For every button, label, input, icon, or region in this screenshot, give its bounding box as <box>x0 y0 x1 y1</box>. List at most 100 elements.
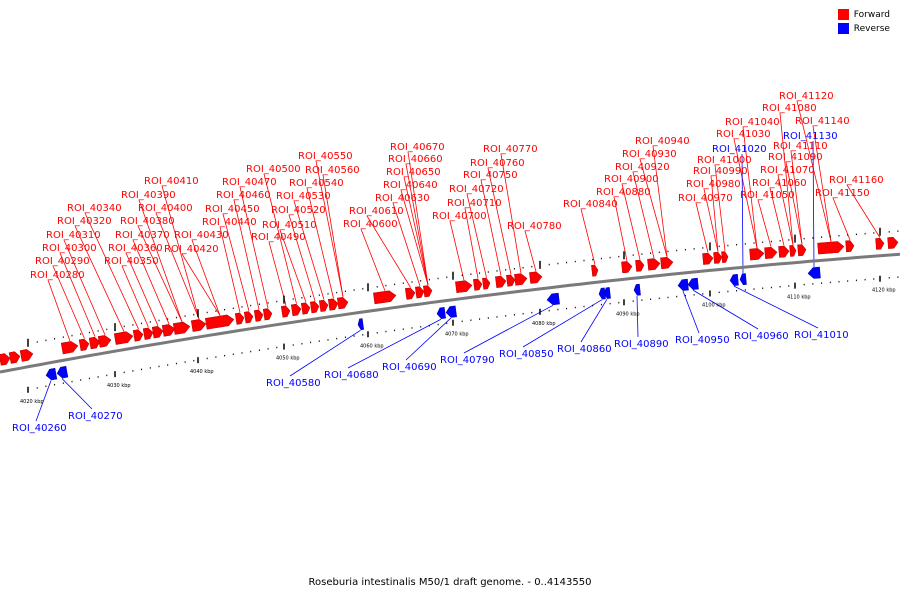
forward-gene-label[interactable]: ROI_41150 <box>815 188 870 199</box>
reverse-gene-label[interactable]: ROI_41010 <box>794 330 849 341</box>
reverse-gene-label[interactable]: ROI_40580 <box>266 378 321 389</box>
forward-gene-label[interactable]: ROI_40460 <box>216 190 271 201</box>
forward-gene-arrow <box>817 241 845 255</box>
forward-gene-label[interactable]: ROI_40470 <box>222 177 277 188</box>
reverse-leader-line <box>405 317 452 361</box>
forward-gene-label[interactable]: ROI_40490 <box>251 232 306 243</box>
forward-gene-label[interactable]: ROI_40700 <box>432 211 487 222</box>
forward-gene-label[interactable]: ROI_40600 <box>343 219 398 230</box>
forward-gene-label[interactable]: ROI_40320 <box>57 216 112 227</box>
forward-gene-label[interactable]: ROI_40350 <box>104 256 159 267</box>
minor-tick <box>327 339 329 341</box>
reverse-gene-label[interactable]: ROI_40260 <box>12 423 67 434</box>
forward-leader-line <box>137 225 183 322</box>
reverse-gene-label[interactable]: ROI_41130 <box>783 131 838 142</box>
forward-gene-label[interactable]: ROI_40410 <box>144 176 199 187</box>
forward-gene-label[interactable]: ROI_40660 <box>388 154 443 165</box>
forward-gene-label[interactable]: ROI_40840 <box>563 199 618 210</box>
forward-gene-label[interactable]: ROI_40930 <box>622 149 677 160</box>
forward-gene-label[interactable]: ROI_40970 <box>678 193 733 204</box>
forward-gene-label[interactable]: ROI_41050 <box>740 190 795 201</box>
forward-gene-label[interactable]: ROI_40450 <box>205 204 260 215</box>
forward-gene-label[interactable]: ROI_40280 <box>30 270 85 281</box>
forward-gene-label[interactable]: ROI_40760 <box>470 158 525 169</box>
forward-gene-label[interactable]: ROI_40340 <box>67 203 122 214</box>
forward-gene-label[interactable]: ROI_40610 <box>349 206 404 217</box>
forward-leader-line <box>366 215 411 288</box>
forward-gene-label[interactable]: ROI_40520 <box>271 205 326 216</box>
reverse-gene-label[interactable]: ROI_40960 <box>734 331 789 342</box>
forward-gene-label[interactable]: ROI_40400 <box>138 203 193 214</box>
reverse-gene-label[interactable]: ROI_40270 <box>68 411 123 422</box>
minor-tick <box>132 324 134 326</box>
reverse-gene-label[interactable]: ROI_40950 <box>675 335 730 346</box>
forward-gene-label[interactable]: ROI_40900 <box>604 174 659 185</box>
minor-tick <box>420 280 422 282</box>
forward-gene-label[interactable]: ROI_40750 <box>463 170 518 181</box>
forward-gene-label[interactable]: ROI_40290 <box>35 256 90 267</box>
forward-gene-label[interactable]: ROI_40920 <box>615 162 670 173</box>
forward-gene-label[interactable]: ROI_40650 <box>386 167 441 178</box>
forward-gene-label[interactable]: ROI_41000 <box>697 155 752 166</box>
forward-gene-label[interactable]: ROI_40360 <box>108 243 163 254</box>
forward-gene-label[interactable]: ROI_40430 <box>174 230 229 241</box>
minor-tick <box>362 288 364 290</box>
forward-leader-line <box>181 253 221 316</box>
forward-gene-label[interactable]: ROI_40310 <box>46 230 101 241</box>
legend-label-reverse: Reverse <box>853 23 890 34</box>
forward-gene-label[interactable]: ROI_40710 <box>447 198 502 209</box>
forward-gene-label[interactable]: ROI_41080 <box>762 103 817 114</box>
forward-gene-label[interactable]: ROI_40380 <box>120 216 175 227</box>
reverse-gene-label[interactable]: ROI_40890 <box>614 339 669 350</box>
forward-gene-label[interactable]: ROI_40940 <box>635 136 690 147</box>
forward-gene-label[interactable]: ROI_41140 <box>795 116 850 127</box>
forward-gene-label[interactable]: ROI_41090 <box>768 152 823 163</box>
forward-gene-label[interactable]: ROI_40770 <box>483 144 538 155</box>
forward-gene-label[interactable]: ROI_40440 <box>202 217 257 228</box>
forward-gene-label[interactable]: ROI_40880 <box>596 187 651 198</box>
forward-gene-label[interactable]: ROI_40780 <box>507 221 562 232</box>
forward-gene-label[interactable]: ROI_40530 <box>276 191 331 202</box>
reverse-gene-label[interactable]: ROI_40680 <box>324 370 379 381</box>
reverse-gene-label[interactable]: ROI_40790 <box>440 355 495 366</box>
forward-gene-label[interactable]: ROI_41030 <box>716 129 771 140</box>
minor-tick <box>658 251 660 254</box>
forward-gene-label[interactable]: ROI_41160 <box>829 175 884 186</box>
forward-gene-arrow <box>88 336 101 350</box>
reverse-gene-label[interactable]: ROI_40690 <box>382 362 437 373</box>
forward-leader-line <box>191 239 221 316</box>
minor-tick <box>437 277 439 280</box>
forward-gene-label[interactable]: ROI_40720 <box>449 184 504 195</box>
forward-gene-label[interactable]: ROI_41040 <box>725 117 780 128</box>
forward-gene-label[interactable]: ROI_40980 <box>686 179 741 190</box>
forward-gene-arrow <box>495 275 507 288</box>
minor-tick <box>353 289 355 291</box>
forward-gene-label[interactable]: ROI_40550 <box>298 151 353 162</box>
forward-gene-label[interactable]: ROI_40640 <box>383 180 438 191</box>
forward-gene-label[interactable]: ROI_40500 <box>246 164 301 175</box>
forward-gene-label[interactable]: ROI_40670 <box>390 142 445 153</box>
reverse-gene-label[interactable]: ROI_40850 <box>499 349 554 360</box>
forward-gene-label[interactable]: ROI_40420 <box>164 244 219 255</box>
reverse-gene-label[interactable]: ROI_40860 <box>557 344 612 355</box>
minor-tick <box>428 324 430 327</box>
forward-gene-label[interactable]: ROI_40630 <box>375 193 430 204</box>
minor-tick <box>864 278 866 281</box>
forward-gene-label[interactable]: ROI_40390 <box>121 190 176 201</box>
forward-gene-label[interactable]: ROI_40990 <box>693 166 748 177</box>
forward-leader-line <box>84 212 139 330</box>
minor-tick <box>267 302 269 304</box>
forward-gene-label[interactable]: ROI_40510 <box>262 220 317 231</box>
reverse-gene-label[interactable]: ROI_41020 <box>712 144 767 155</box>
minor-tick <box>855 233 857 236</box>
forward-gene-label[interactable]: ROI_41110 <box>773 141 828 152</box>
forward-gene-label[interactable]: ROI_40370 <box>115 230 170 241</box>
forward-gene-label[interactable]: ROI_40540 <box>289 178 344 189</box>
forward-gene-label[interactable]: ROI_41120 <box>779 91 834 102</box>
forward-leader-line <box>403 176 429 286</box>
forward-gene-label[interactable]: ROI_41070 <box>760 165 815 176</box>
forward-gene-label[interactable]: ROI_41060 <box>752 178 807 189</box>
forward-gene-label[interactable]: ROI_40300 <box>42 243 97 254</box>
forward-gene-label[interactable]: ROI_40560 <box>305 165 360 176</box>
forward-leader-line <box>132 239 170 325</box>
